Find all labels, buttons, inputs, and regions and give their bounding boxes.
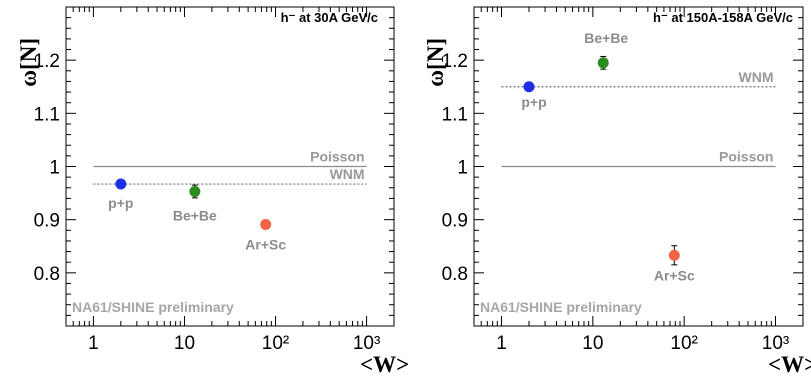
x-tick-label: 10 (582, 333, 603, 354)
x-tick-label: 1 (88, 333, 99, 354)
data-point-p-p (115, 178, 127, 190)
data-point-be-be (597, 57, 609, 69)
y-axis-title: ω[N] (423, 38, 448, 87)
point-label-p-p: p+p (521, 94, 546, 110)
y-axis-title: ω[N] (16, 38, 41, 87)
y-tick-label: 1.1 (34, 104, 60, 125)
reference-label-poisson: Poisson (719, 149, 773, 165)
y-tick-label: 1.2 (442, 51, 468, 72)
x-axis-title: <W> (360, 352, 409, 377)
y-tick-label: 0.8 (442, 264, 468, 285)
point-label-be-be: Be+Be (173, 207, 217, 223)
chart-panel-2: 0.8 0.9 1 1.1 1.2 1 10 10² 10³ Poisson WNM p+p Be+Be… (423, 6, 811, 377)
y-tick-label: 0.8 (34, 264, 60, 285)
reference-label-wnm: WNM (330, 166, 365, 182)
reference-label-poisson: Poisson (310, 149, 364, 165)
point-label-be-be: Be+Be (584, 30, 628, 46)
data-point-ar-sc (260, 218, 272, 230)
x-tick-label: 10² (670, 333, 697, 354)
panel-title: h⁻ at 150A-158A GeV/c (653, 10, 793, 25)
x-tick-label: 10 (174, 333, 195, 354)
x-tick-label: 10² (262, 333, 289, 354)
preliminary-label: NA61/SHINE preliminary (72, 299, 234, 315)
x-tick-label: 10³ (762, 333, 789, 354)
point-label-ar-sc: Ar+Sc (654, 267, 695, 283)
y-tick-label: 1.2 (34, 51, 60, 72)
panel-title: h⁻ at 30A GeV/c (281, 10, 378, 25)
y-tick-label: 1 (49, 158, 60, 179)
y-tick-label: 1 (457, 158, 468, 179)
data-point-be-be (189, 185, 201, 197)
y-tick-label: 0.9 (442, 211, 468, 232)
data-point-ar-sc (668, 249, 680, 261)
x-tick-label: 10³ (353, 333, 380, 354)
y-tick-label: 0.9 (34, 211, 60, 232)
data-point-p-p (523, 81, 535, 93)
x-tick-label: 1 (496, 333, 507, 354)
reference-label-wnm: WNM (739, 69, 774, 85)
y-tick-label: 1.1 (442, 104, 468, 125)
preliminary-label: NA61/SHINE preliminary (480, 299, 642, 315)
point-label-ar-sc: Ar+Sc (245, 236, 286, 252)
x-axis-title: <W> (768, 352, 811, 377)
point-label-p-p: p+p (108, 195, 133, 211)
